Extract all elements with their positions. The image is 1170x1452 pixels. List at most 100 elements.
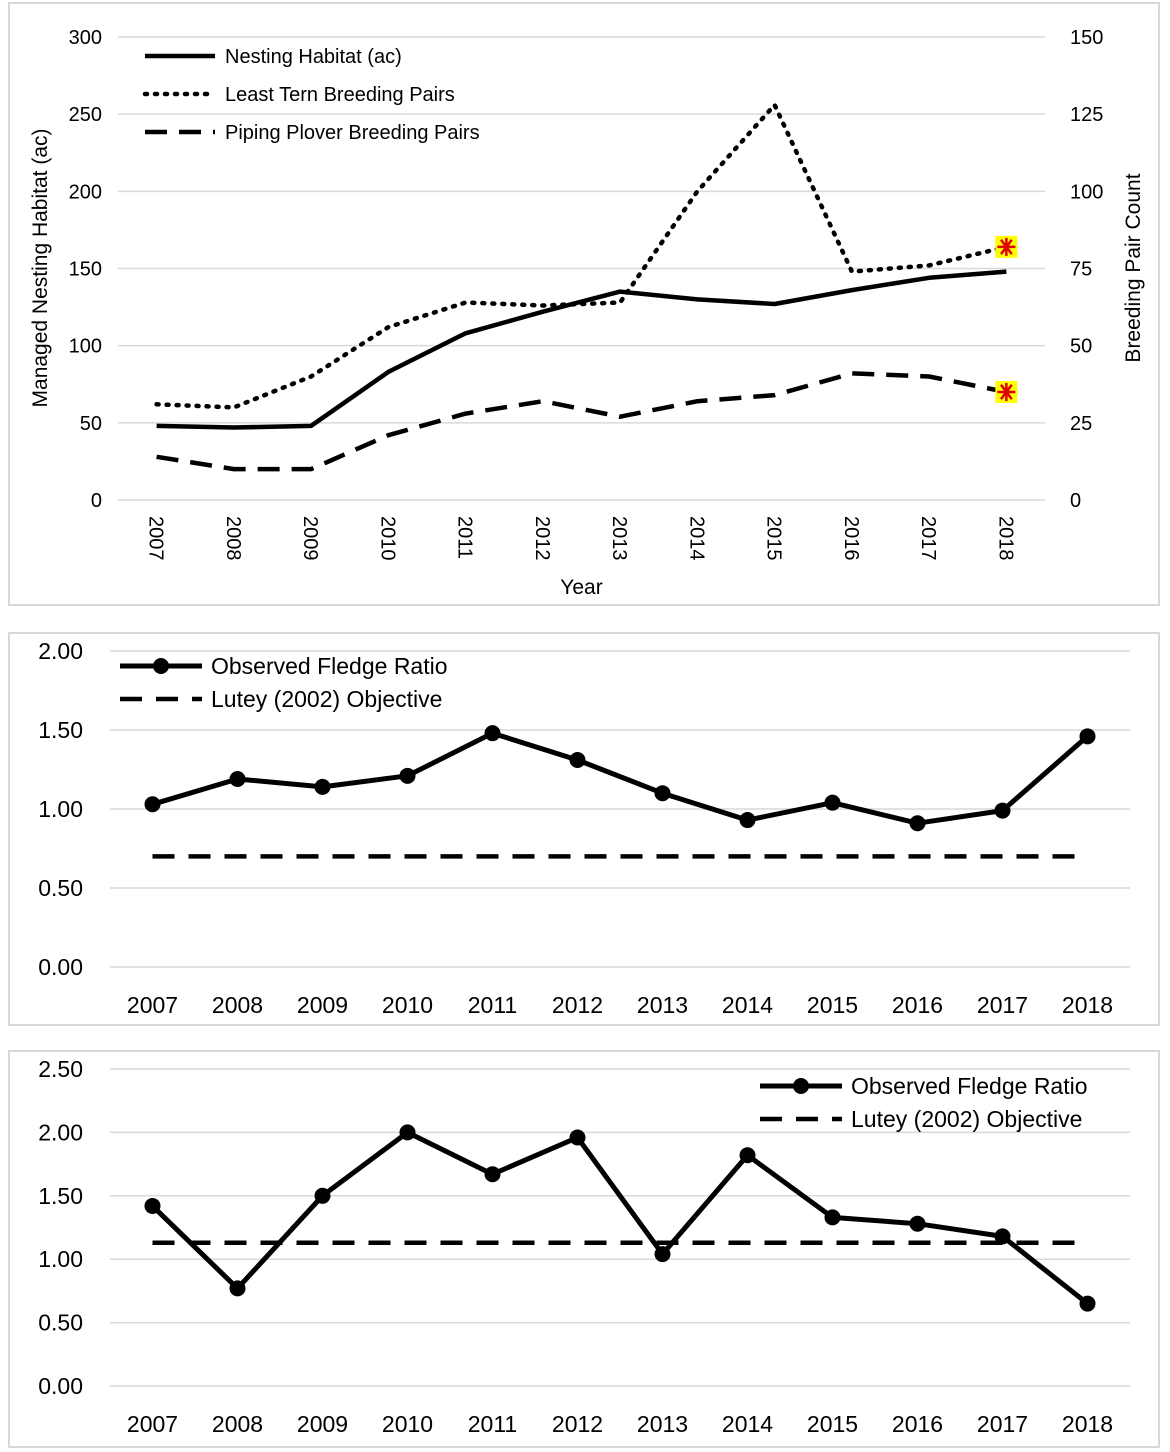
chart1-y-axis-title: Managed Nesting Habitat (ac) [29,129,52,408]
chart1-data-point [850,270,854,274]
chart2-x-tick-label: 2015 [807,992,858,1018]
chart1-y2-tick-label: 0 [1070,490,1081,512]
chart3-x-tick-label: 2017 [977,1411,1028,1437]
chart1-data-point [850,371,854,375]
chart3-x-tick-label: 2008 [212,1411,263,1437]
chart2-x-tick-label: 2007 [127,992,178,1018]
chart2-x-tick-label: 2012 [552,992,603,1018]
chart1-y-tick-label: 50 [80,413,102,435]
chart2-group [110,650,1130,968]
chart1-y-tick-label: 100 [69,336,102,358]
chart1-data-point [309,424,313,428]
chart3-data-point [1079,1295,1096,1312]
chart3-legend-label: Lutey (2002) Objective [851,1106,1082,1132]
chart2-data-point [314,778,331,795]
chart3-y-tick-label: 1.50 [38,1183,83,1209]
chart1-x-tick-label: 2013 [608,516,630,561]
chart3-legend-marker [793,1078,809,1094]
chart1-data-point [618,290,622,294]
chart1-y2-axis-title: Breeding Pair Count [1122,173,1145,362]
chart3-data-point [399,1124,416,1141]
chart1-data-point [927,375,931,379]
chart3-data-point [484,1166,501,1183]
chart1-data-point [309,375,313,379]
chart2-data-point [994,802,1011,819]
chart2-x-tick-label: 2008 [212,992,263,1018]
chart3-data-point [144,1197,161,1214]
chart1-data-point [541,399,545,403]
chart3-y-tick-label: 2.00 [38,1119,83,1145]
chart1-data-point [773,103,777,107]
chart2-x-tick-label: 2016 [892,992,943,1018]
chart2-y-tick-label: 1.00 [38,796,83,822]
chart1-y2-tick-label: 50 [1070,336,1092,358]
chart2-legend-label: Observed Fledge Ratio [211,653,448,679]
chart1-data-point [232,467,236,471]
chart1-x-tick-label: 2018 [994,516,1016,561]
chart1-y-tick-label: 250 [69,104,102,126]
chart3-x-tick-label: 2011 [468,1411,517,1437]
chart1-data-point [695,297,699,301]
chart1-data-point [773,302,777,306]
chart3-x-tick-label: 2012 [552,1411,603,1437]
chart3-data-point [909,1215,926,1232]
chart2-y-tick-label: 1.50 [38,717,83,743]
chart3-data-point [229,1280,246,1297]
chart2-x-tick-label: 2013 [637,992,688,1018]
chart1-x-tick-label: 2014 [685,516,707,561]
chart1-legend-label: Piping Plover Breeding Pairs [225,122,480,144]
chart1-legend-label: Nesting Habitat (ac) [225,46,402,68]
chart1-star-marker [997,382,1016,401]
chart1-data-point [618,300,622,304]
chart3-x-tick-label: 2007 [127,1411,178,1437]
chart3-x-tick-label: 2016 [892,1411,943,1437]
chart2-data-point [739,812,756,829]
chart1-y2-tick-label: 150 [1070,27,1103,49]
chart1-x-tick-label: 2012 [531,516,553,561]
chart3-group [110,1068,1130,1387]
chart2-x-tick-label: 2009 [297,992,348,1018]
chart1-data-point [386,370,390,374]
chart1-data-point [464,331,468,335]
chart1-data-point [541,310,545,314]
chart1-data-point [695,189,699,193]
chart1-x-tick-label: 2016 [840,516,862,561]
chart2-x-tick-label: 2011 [468,992,517,1018]
chart3-data-point [654,1246,671,1263]
chart3-x-tick-label: 2009 [297,1411,348,1437]
chart2-legend-marker [153,658,169,674]
chart1-data-point [850,288,854,292]
chart3-data-point [569,1129,586,1146]
chart2-data-point [144,796,161,813]
chart1-data-point [464,412,468,416]
chart1-series-line-dashed [156,371,1007,472]
chart1-data-point [386,433,390,437]
chart3-data-point [739,1147,756,1164]
chart1-x-tick-label: 2011 [454,516,476,559]
chart3-legend-label: Observed Fledge Ratio [851,1073,1088,1099]
chart3-x-tick-label: 2013 [637,1411,688,1437]
chart1-y-tick-label: 300 [69,27,102,49]
chart2-y-tick-label: 0.00 [38,954,83,980]
chart1-y2-tick-label: 125 [1070,104,1103,126]
chart1-data-point [232,425,236,429]
chart2-data-point [569,752,586,769]
chart1-y2-tick-label: 100 [1070,181,1103,203]
chart2-observed-line [151,730,1090,826]
chart1-x-tick-label: 2017 [917,516,939,561]
chart1-y2-tick-label: 25 [1070,413,1092,435]
chart1-x-tick-label: 2015 [763,516,785,561]
chart1-series-line-dotted [154,102,1009,410]
chart3-observed-line [150,1129,1090,1306]
chart3-y-tick-label: 1.00 [38,1246,83,1272]
chart1-data-point [695,399,699,403]
chart1-data-point [155,424,159,428]
chart1-y-tick-label: 0 [91,490,102,512]
chart1-data-point [618,415,622,419]
chart2-data-point [484,725,501,742]
chart2-y-tick-label: 2.00 [38,638,83,664]
chart3-data-point [824,1209,841,1226]
chart2-y-tick-label: 0.50 [38,875,83,901]
chart1-data-point [155,455,159,459]
